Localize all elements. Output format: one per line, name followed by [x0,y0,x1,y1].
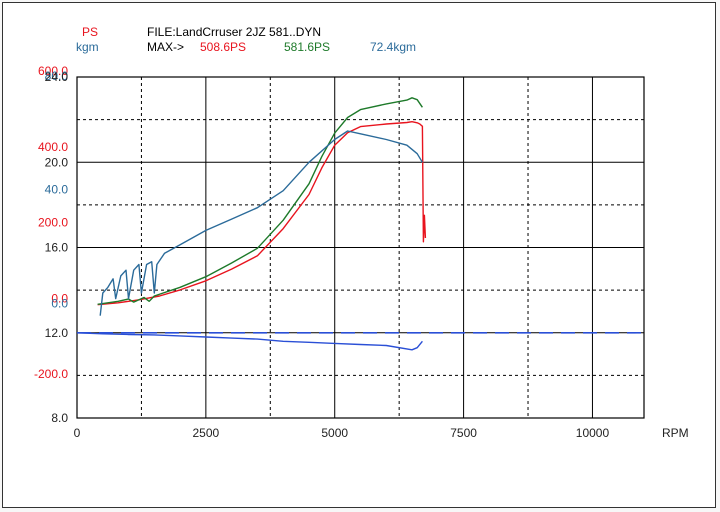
max-ps-green: 581.6PS [284,40,330,54]
afr-tick-label: 8.0 [51,411,68,425]
kgm-tick-label: 0.0 [51,296,68,310]
ps-tick-label: 0.0 [51,291,68,305]
x-tick-label: 0 [74,426,81,440]
ps-tick-label: 600.0 [38,64,68,78]
file-label: FILE:LandCrruser 2JZ 581..DYN [147,25,321,39]
tick-labels: 0 2500 5000 7500 10000 600.0 400.0 200.0 0.0 -200… [34,64,609,440]
afr-tick-label: 24.0 [45,70,69,84]
max-prefix: MAX-> [147,40,184,54]
kgm-axis-label: kgm [76,40,99,54]
afr-tick-label: 20.0 [45,155,69,169]
afr-tick-label: 12.0 [45,326,69,340]
max-kgm: 72.4kgm [370,40,416,54]
chart-lines [76,97,644,351]
kgm-tick-label: 80.0 [45,69,69,83]
max-ps-red: 508.6PS [200,40,246,54]
x-tick-label: 10000 [576,426,610,440]
chart-grid [76,76,645,419]
ps-axis-label: PS [82,25,98,39]
x-axis-label: RPM [662,426,689,440]
x-tick-label: 5000 [321,426,348,440]
ps-tick-label: 200.0 [38,216,68,230]
x-tick-label: 7500 [450,426,477,440]
series-line-ps-1 [97,97,423,305]
series-line-afr-3 [76,332,423,351]
afr-tick-label: 16.0 [45,241,69,255]
x-tick-label: 2500 [193,426,220,440]
ps-tick-label: 400.0 [38,140,68,154]
series-line-ps-0 [97,120,427,306]
kgm-tick-label: 40.0 [45,183,69,197]
series-line-kgm-2 [99,130,423,316]
ps-tick-label: -200.0 [34,367,68,381]
